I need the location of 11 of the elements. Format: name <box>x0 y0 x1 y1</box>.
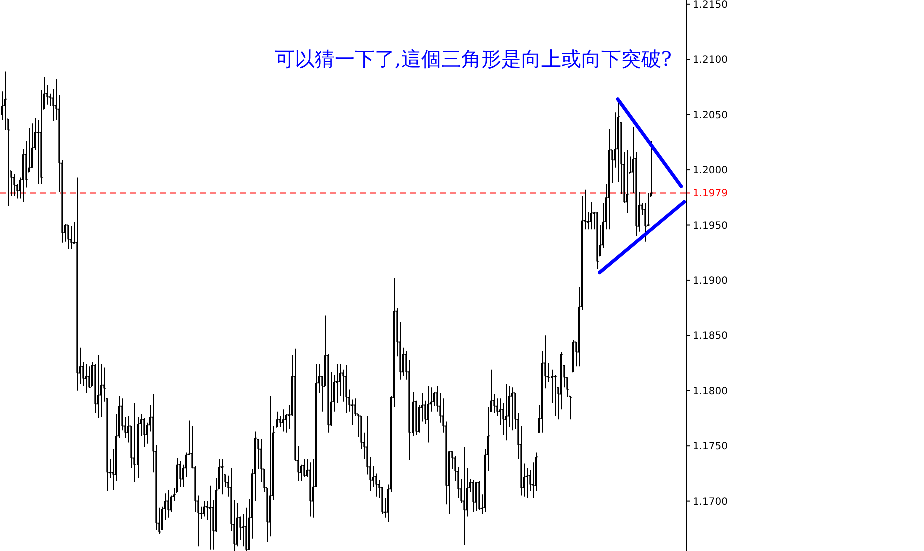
yticks[3]: 1.1850 <box>693 331 728 342</box>
yticks[5]: 1.1950 <box>693 220 728 232</box>
yticks[9]: 1.2150 <box>693 0 728 11</box>
yticks[2]: 1.1800 <box>693 386 728 398</box>
yticks[6]: 1.2000 <box>693 166 728 177</box>
yticks[0]: 1.1700 <box>693 496 728 508</box>
title: 可以猜一下了,這個三角形是向上或向下突破? <box>274 47 672 71</box>
yticks[7]: 1.2050 <box>693 110 728 122</box>
yticks[1]: 1.1750 <box>693 442 728 453</box>
yticks[8]: 1.2100 <box>693 55 728 66</box>
yticks[4]: 1.1900 <box>693 276 728 287</box>
